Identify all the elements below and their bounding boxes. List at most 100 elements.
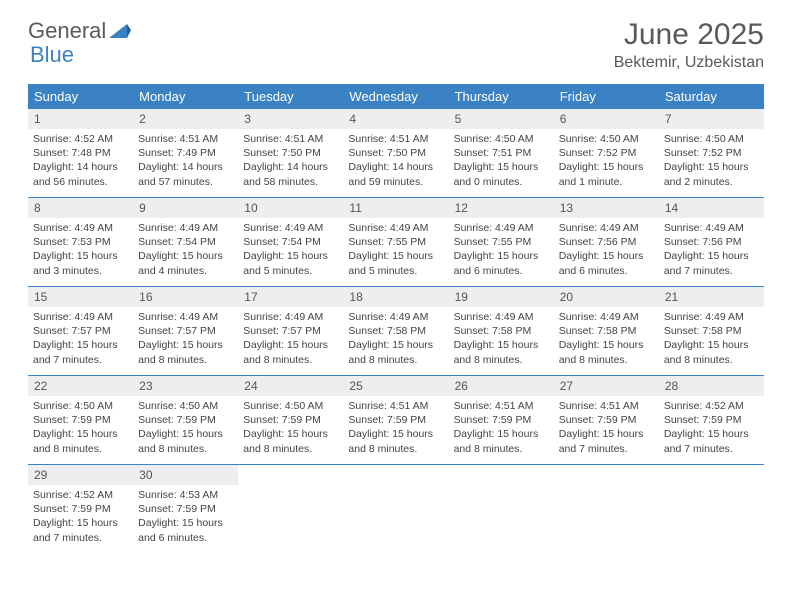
day-cell: 14Sunrise: 4:49 AMSunset: 7:56 PMDayligh… [659,198,764,286]
logo-text-part1: General [28,18,106,44]
sunset-text: Sunset: 7:59 PM [138,413,233,427]
day-info: Sunrise: 4:49 AMSunset: 7:56 PMDaylight:… [554,221,659,278]
daylight-text: Daylight: 15 hours and 8 minutes. [138,427,233,455]
day-number: 2 [133,109,238,129]
sunset-text: Sunset: 7:55 PM [348,235,443,249]
day-cell: 4Sunrise: 4:51 AMSunset: 7:50 PMDaylight… [343,109,448,197]
day-cell [659,465,764,553]
day-cell: 12 Sunrise: 4:49 AMSunset: 7:55 PMDayligh… [449,198,554,286]
day-info: Sunrise: 4:53 AMSunset: 7:59 PMDaylight:… [133,488,238,545]
day-cell: 3Sunrise: 4:51 AMSunset: 7:50 PMDaylight… [238,109,343,197]
day-cell: 11Sunrise: 4:49 AMSunset: 7:55 PMDayligh… [343,198,448,286]
day-cell [554,465,659,553]
calendar: Sunday Monday Tuesday Wednesday Thursday… [28,84,764,553]
day-cell: 16Sunrise: 4:49 AMSunset: 7:57 PMDayligh… [133,287,238,375]
daylight-text: Daylight: 15 hours and 7 minutes. [664,427,759,455]
day-number: 23 [133,376,238,396]
day-header-row: Sunday Monday Tuesday Wednesday Thursday… [28,84,764,109]
day-info: Sunrise: 4:49 AMSunset: 7:55 PMDaylight:… [449,221,554,278]
daylight-text: Daylight: 15 hours and 7 minutes. [33,516,128,544]
day-cell [343,465,448,553]
sunrise-text: Sunrise: 4:49 AM [243,221,338,235]
day-cell: 30Sunrise: 4:53 AMSunset: 7:59 PMDayligh… [133,465,238,553]
day-info: Sunrise: 4:50 AMSunset: 7:59 PMDaylight:… [28,399,133,456]
day-info: Sunrise: 4:49 AMSunset: 7:58 PMDaylight:… [343,310,448,367]
sunrise-text: Sunrise: 4:50 AM [33,399,128,413]
sunrise-text: Sunrise: 4:52 AM [664,399,759,413]
sunset-text: Sunset: 7:53 PM [33,235,128,249]
daylight-text: Daylight: 15 hours and 7 minutes. [33,338,128,366]
day-number: 29 [28,465,133,485]
day-info: Sunrise: 4:49 AMSunset: 7:58 PMDaylight:… [659,310,764,367]
day-cell: 17Sunrise: 4:49 AMSunset: 7:57 PMDayligh… [238,287,343,375]
day-info: Sunrise: 4:52 AMSunset: 7:59 PMDaylight:… [28,488,133,545]
day-info: Sunrise: 4:49 AMSunset: 7:57 PMDaylight:… [238,310,343,367]
day-info: Sunrise: 4:49 AMSunset: 7:58 PMDaylight:… [554,310,659,367]
daylight-text: Daylight: 15 hours and 2 minutes. [664,160,759,188]
sunset-text: Sunset: 7:59 PM [243,413,338,427]
sunrise-text: Sunrise: 4:49 AM [454,221,549,235]
day-cell: 28Sunrise: 4:52 AMSunset: 7:59 PMDayligh… [659,376,764,464]
day-cell: 1Sunrise: 4:52 AMSunset: 7:48 PMDaylight… [28,109,133,197]
daylight-text: Daylight: 15 hours and 8 minutes. [454,427,549,455]
sunset-text: Sunset: 7:54 PM [138,235,233,249]
day-cell: 24Sunrise: 4:50 AMSunset: 7:59 PMDayligh… [238,376,343,464]
day-number: 12 [449,198,554,218]
sunrise-text: Sunrise: 4:52 AM [33,488,128,502]
dayhead-tuesday: Tuesday [238,84,343,109]
day-info: Sunrise: 4:51 AMSunset: 7:59 PMDaylight:… [554,399,659,456]
day-info: Sunrise: 4:51 AMSunset: 7:50 PMDaylight:… [343,132,448,189]
day-cell: 20Sunrise: 4:49 AMSunset: 7:58 PMDayligh… [554,287,659,375]
day-cell: 27Sunrise: 4:51 AMSunset: 7:59 PMDayligh… [554,376,659,464]
day-cell: 26Sunrise: 4:51 AMSunset: 7:59 PMDayligh… [449,376,554,464]
day-cell: 6Sunrise: 4:50 AMSunset: 7:52 PMDaylight… [554,109,659,197]
sunset-text: Sunset: 7:57 PM [138,324,233,338]
logo-text-part2: Blue [30,42,74,68]
day-number: 3 [238,109,343,129]
sunset-text: Sunset: 7:52 PM [664,146,759,160]
week-row: 8Sunrise: 4:49 AMSunset: 7:53 PMDaylight… [28,198,764,287]
weeks-container: 1Sunrise: 4:52 AMSunset: 7:48 PMDaylight… [28,109,764,553]
day-cell: 19Sunrise: 4:49 AMSunset: 7:58 PMDayligh… [449,287,554,375]
day-cell [449,465,554,553]
day-info: Sunrise: 4:49 AMSunset: 7:55 PMDaylight:… [343,221,448,278]
day-cell: 25Sunrise: 4:51 AMSunset: 7:59 PMDayligh… [343,376,448,464]
logo: General [28,18,131,44]
daylight-text: Daylight: 15 hours and 8 minutes. [348,427,443,455]
week-row: 22Sunrise: 4:50 AMSunset: 7:59 PMDayligh… [28,376,764,465]
day-number: 21 [659,287,764,307]
day-info: Sunrise: 4:52 AMSunset: 7:59 PMDaylight:… [659,399,764,456]
day-cell: 29 Sunrise: 4:52 AMSunset: 7:59 PMDayligh… [28,465,133,553]
day-cell: 5Sunrise: 4:50 AMSunset: 7:51 PMDaylight… [449,109,554,197]
day-info: Sunrise: 4:50 AMSunset: 7:52 PMDaylight:… [554,132,659,189]
dayhead-monday: Monday [133,84,238,109]
sunrise-text: Sunrise: 4:51 AM [243,132,338,146]
day-cell: 8Sunrise: 4:49 AMSunset: 7:53 PMDaylight… [28,198,133,286]
day-cell: 9Sunrise: 4:49 AMSunset: 7:54 PMDaylight… [133,198,238,286]
sunset-text: Sunset: 7:50 PM [348,146,443,160]
daylight-text: Daylight: 15 hours and 8 minutes. [454,338,549,366]
day-cell: 13Sunrise: 4:49 AMSunset: 7:56 PMDayligh… [554,198,659,286]
sunset-text: Sunset: 7:59 PM [348,413,443,427]
daylight-text: Daylight: 15 hours and 1 minute. [559,160,654,188]
day-number: 16 [133,287,238,307]
sunrise-text: Sunrise: 4:49 AM [348,221,443,235]
sunrise-text: Sunrise: 4:51 AM [138,132,233,146]
day-info: Sunrise: 4:52 AMSunset: 7:48 PMDaylight:… [28,132,133,189]
day-info: Sunrise: 4:51 AMSunset: 7:59 PMDaylight:… [449,399,554,456]
week-row: 15Sunrise: 4:49 AMSunset: 7:57 PMDayligh… [28,287,764,376]
sunrise-text: Sunrise: 4:50 AM [664,132,759,146]
day-number: 18 [343,287,448,307]
logo-triangle-icon [109,18,131,44]
sunrise-text: Sunrise: 4:49 AM [664,221,759,235]
day-cell [238,465,343,553]
page-title: June 2025 [614,18,764,52]
day-cell: 7Sunrise: 4:50 AMSunset: 7:52 PMDaylight… [659,109,764,197]
sunset-text: Sunset: 7:50 PM [243,146,338,160]
daylight-text: Daylight: 15 hours and 8 minutes. [664,338,759,366]
daylight-text: Daylight: 15 hours and 0 minutes. [454,160,549,188]
day-number: 5 [449,109,554,129]
day-cell: 21 Sunrise: 4:49 AMSunset: 7:58 PMDayligh… [659,287,764,375]
daylight-text: Daylight: 15 hours and 8 minutes. [243,427,338,455]
dayhead-saturday: Saturday [659,84,764,109]
